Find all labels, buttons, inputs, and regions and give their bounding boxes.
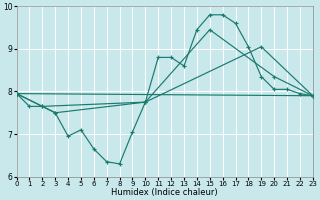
X-axis label: Humidex (Indice chaleur): Humidex (Indice chaleur) — [111, 188, 218, 197]
